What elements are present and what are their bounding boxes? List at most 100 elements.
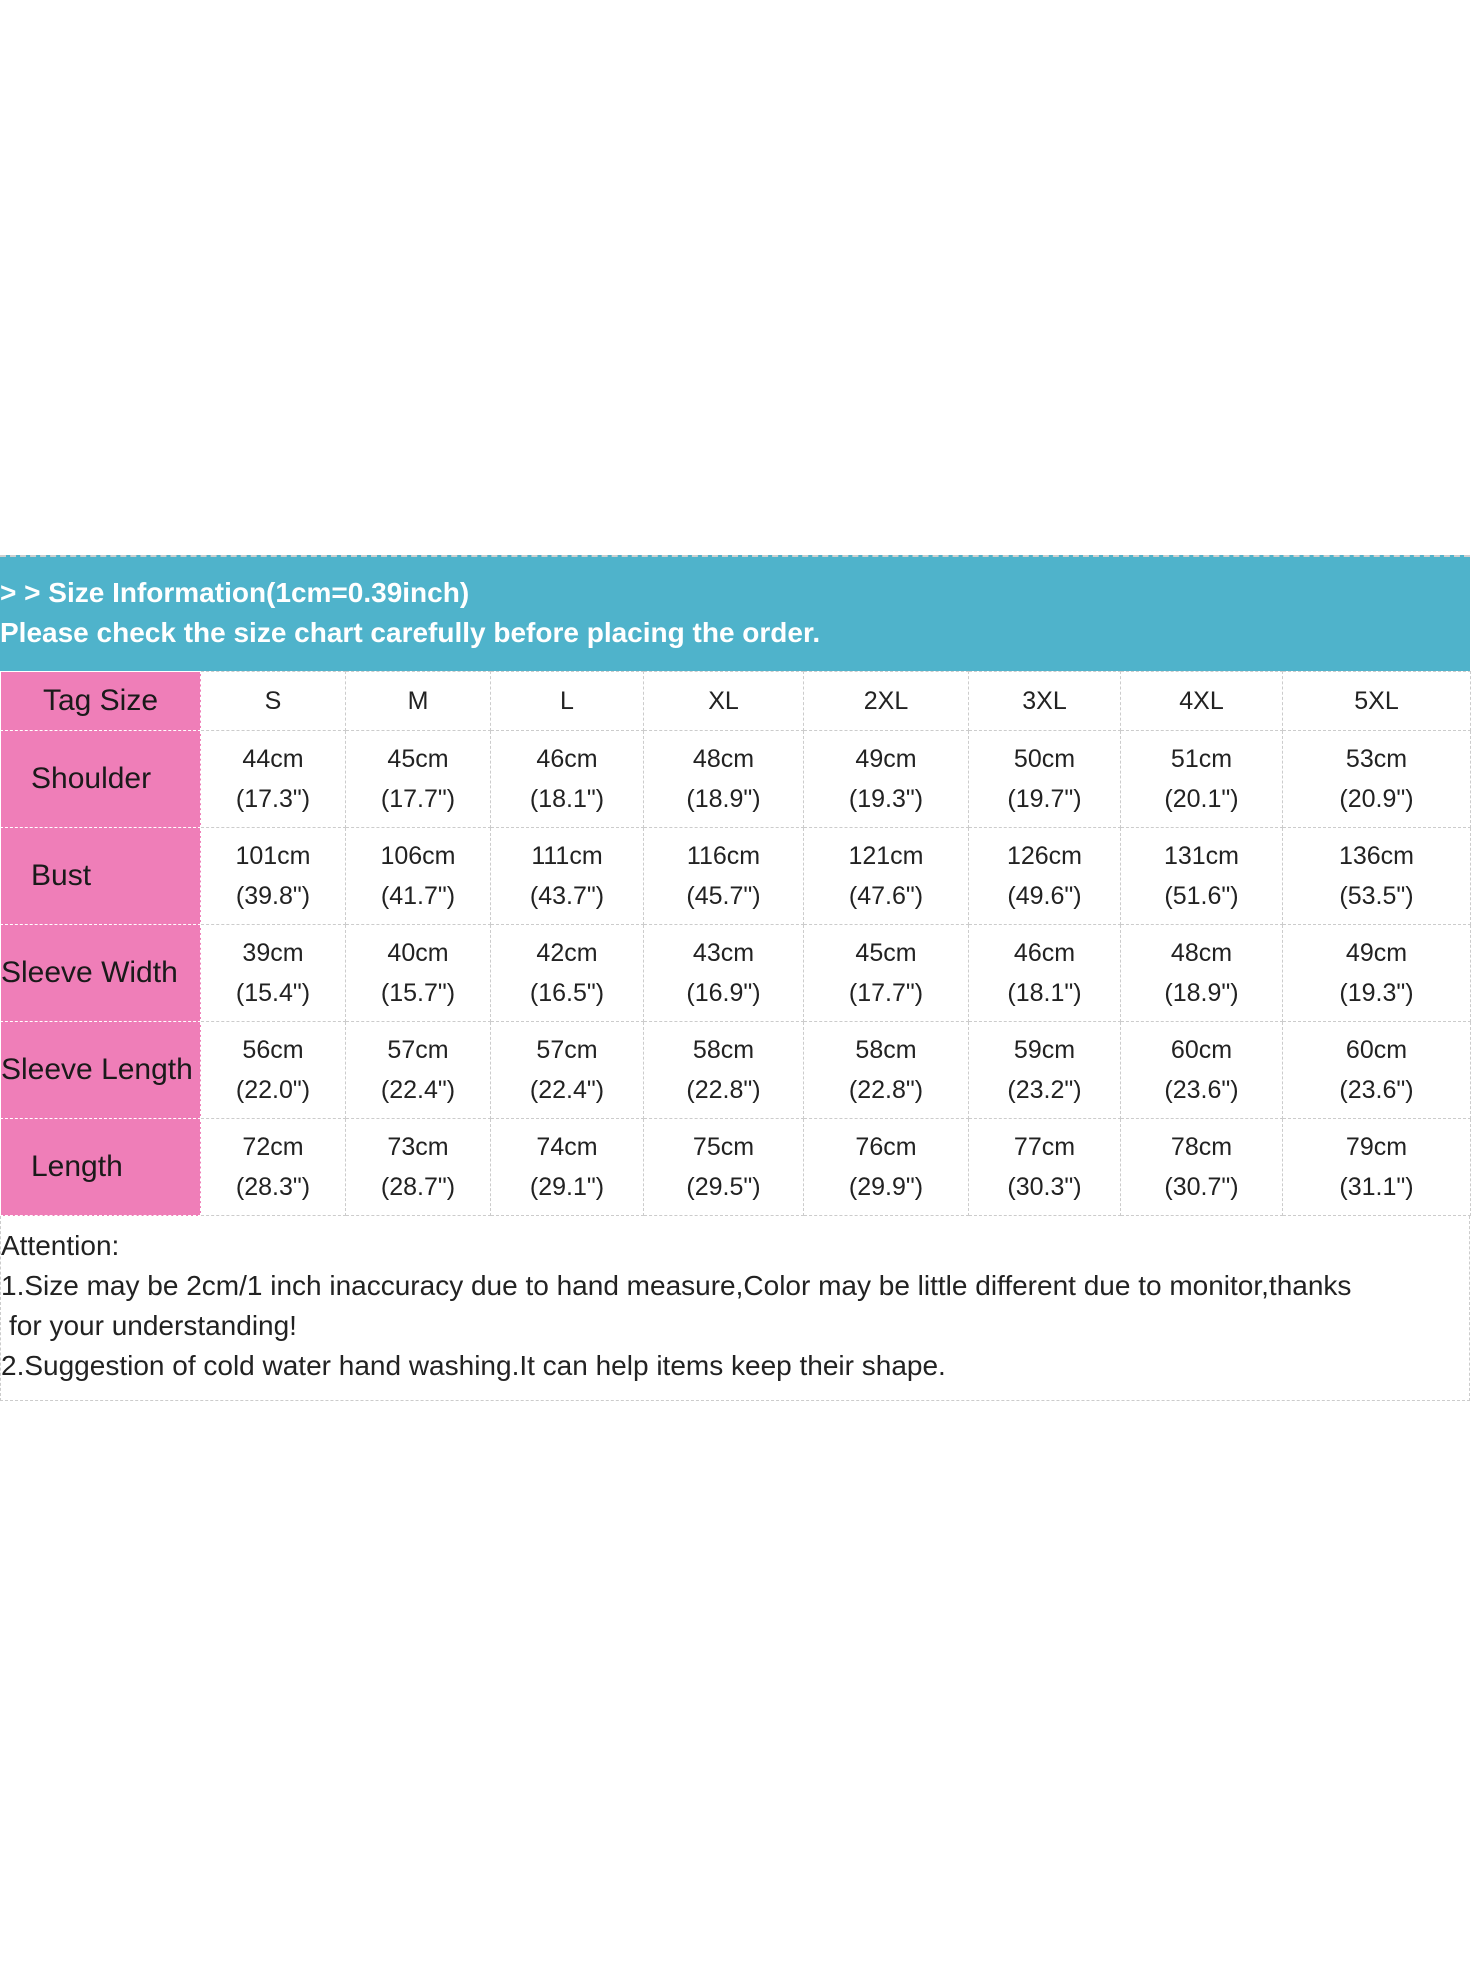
value-cm: 46cm — [1013, 939, 1076, 967]
value-inch: (19.7") — [1007, 785, 1082, 813]
value-cm: 44cm — [242, 745, 304, 773]
value-inch: (43.7") — [529, 882, 605, 910]
value-inch: (17.7") — [380, 785, 456, 813]
value-inch: (15.7") — [380, 979, 456, 1007]
value-cm: 76cm — [855, 1133, 917, 1161]
value-cm: 42cm — [536, 939, 598, 967]
measurement-cell: 48cm (18.9") — [643, 730, 804, 828]
value-inch: (47.6") — [848, 882, 924, 910]
tag-size-label: Tag Size — [0, 671, 201, 731]
value-cm: 58cm — [692, 1036, 755, 1064]
size-header-cell: 5XL — [1282, 671, 1471, 731]
value-inch: (31.1") — [1339, 1173, 1414, 1201]
measurement-cell: 49cm (19.3") — [1282, 924, 1471, 1022]
measurement-cell: 106cm (41.7") — [345, 827, 491, 925]
size-header-cell: XL — [643, 671, 804, 731]
measurement-cell: 58cm (22.8") — [643, 1021, 804, 1119]
value-inch: (29.5") — [686, 1173, 761, 1201]
note-2: 2.Suggestion of cold water hand washing.… — [1, 1350, 946, 1381]
value-inch: (19.3") — [848, 785, 924, 813]
value-inch: (45.7") — [686, 882, 761, 910]
value-inch: (28.3") — [235, 1173, 311, 1201]
value-cm: 79cm — [1345, 1133, 1408, 1161]
value-cm: 56cm — [242, 1036, 304, 1064]
value-inch: (18.9") — [686, 785, 761, 813]
measurement-cell: 53cm (20.9") — [1282, 730, 1471, 828]
value-inch: (20.9") — [1339, 785, 1414, 813]
measurement-cell: 111cm (43.7") — [490, 827, 644, 925]
measurement-row: Sleeve Width 39cm (15.4") 40cm (15.7") 42cm (1… — [0, 924, 1471, 1022]
value-cm: 77cm — [1013, 1133, 1076, 1161]
value-cm: 78cm — [1170, 1133, 1233, 1161]
value-inch: (49.6") — [1007, 882, 1082, 910]
measurement-row: Shoulder 44cm (17.3") 45cm (17.7") 46cm (18.1"… — [0, 730, 1471, 828]
measurement-cell: 60cm (23.6") — [1120, 1021, 1283, 1119]
value-inch: (20.1") — [1164, 785, 1239, 813]
measurement-cell: 74cm (29.1") — [490, 1118, 644, 1216]
measurement-label: Length — [0, 1118, 201, 1216]
value-inch: (18.1") — [529, 785, 605, 813]
measurement-cell: 43cm (16.9") — [643, 924, 804, 1022]
value-cm: 111cm — [531, 842, 603, 870]
value-cm: 46cm — [536, 745, 598, 773]
value-inch: (22.8") — [848, 1076, 924, 1104]
measurement-cell: 121cm (47.6") — [803, 827, 969, 925]
measurement-cell: 136cm (53.5") — [1282, 827, 1471, 925]
measurement-cell: 48cm (18.9") — [1120, 924, 1283, 1022]
value-cm: 48cm — [1170, 939, 1233, 967]
value-inch: (30.7") — [1164, 1173, 1239, 1201]
value-cm: 60cm — [1170, 1036, 1233, 1064]
value-cm: 53cm — [1345, 745, 1408, 773]
value-inch: (53.5") — [1339, 882, 1414, 910]
value-inch: (15.4") — [235, 979, 311, 1007]
value-cm: 39cm — [242, 939, 304, 967]
measurement-cell: 42cm (16.5") — [490, 924, 644, 1022]
measurement-cell: 39cm (15.4") — [200, 924, 346, 1022]
size-chart: > > Size Information(1cm=0.39inch) Pleas… — [0, 555, 1471, 1401]
measurement-cell: 101cm (39.8") — [200, 827, 346, 925]
size-header-cell: S — [200, 671, 346, 731]
value-cm: 72cm — [242, 1133, 304, 1161]
measurement-row: Sleeve Length 56cm (22.0") 57cm (22.4") 57cm (… — [0, 1021, 1471, 1119]
value-cm: 48cm — [692, 745, 755, 773]
value-cm: 45cm — [855, 939, 917, 967]
measurement-label: Bust — [0, 827, 201, 925]
value-cm: 75cm — [692, 1133, 755, 1161]
value-inch: (23.6") — [1339, 1076, 1414, 1104]
measurement-cell: 50cm (19.7") — [968, 730, 1121, 828]
value-inch: (16.9") — [686, 979, 761, 1007]
attention-notes: Attention: 1.Size may be 2cm/1 inch inac… — [0, 1216, 1470, 1401]
value-cm: 101cm — [235, 842, 311, 870]
value-cm: 106cm — [380, 842, 456, 870]
measurement-cell: 77cm (30.3") — [968, 1118, 1121, 1216]
measurement-cell: 44cm (17.3") — [200, 730, 346, 828]
size-info-banner: > > Size Information(1cm=0.39inch) Pleas… — [0, 555, 1470, 671]
size-table: Tag Size S M L XL 2XL 3XL 4XL 5XL Shoulder 44cm (17… — [0, 671, 1471, 1216]
value-cm: 121cm — [848, 842, 924, 870]
measurement-cell: 58cm (22.8") — [803, 1021, 969, 1119]
value-inch: (22.4") — [529, 1076, 605, 1104]
size-header-cell: 2XL — [803, 671, 969, 731]
value-inch: (30.3") — [1007, 1173, 1082, 1201]
size-header-cell: 4XL — [1120, 671, 1283, 731]
value-cm: 136cm — [1338, 842, 1415, 870]
value-inch: (51.6") — [1164, 882, 1239, 910]
value-inch: (18.1") — [1007, 979, 1082, 1007]
value-cm: 45cm — [387, 745, 449, 773]
attention-title: Attention: — [1, 1230, 120, 1261]
size-header-cell: 3XL — [968, 671, 1121, 731]
note-1: 1.Size may be 2cm/1 inch inaccuracy due … — [1, 1270, 1352, 1301]
note-1-continued: for your understanding! — [9, 1310, 297, 1341]
value-cm: 59cm — [1013, 1036, 1076, 1064]
measurement-cell: 131cm (51.6") — [1120, 827, 1283, 925]
value-inch: (29.9") — [848, 1173, 924, 1201]
measurement-cell: 79cm (31.1") — [1282, 1118, 1471, 1216]
size-header-row: Tag Size S M L XL 2XL 3XL 4XL 5XL — [0, 671, 1471, 731]
measurement-label: Sleeve Width — [0, 924, 201, 1022]
measurement-cell: 51cm (20.1") — [1120, 730, 1283, 828]
measurement-label: Sleeve Length — [0, 1021, 201, 1119]
value-inch: (41.7") — [380, 882, 456, 910]
measurement-cell: 59cm (23.2") — [968, 1021, 1121, 1119]
measurement-row: Bust 101cm (39.8") 106cm (41.7") 111cm (43.7")… — [0, 827, 1471, 925]
measurement-cell: 40cm (15.7") — [345, 924, 491, 1022]
